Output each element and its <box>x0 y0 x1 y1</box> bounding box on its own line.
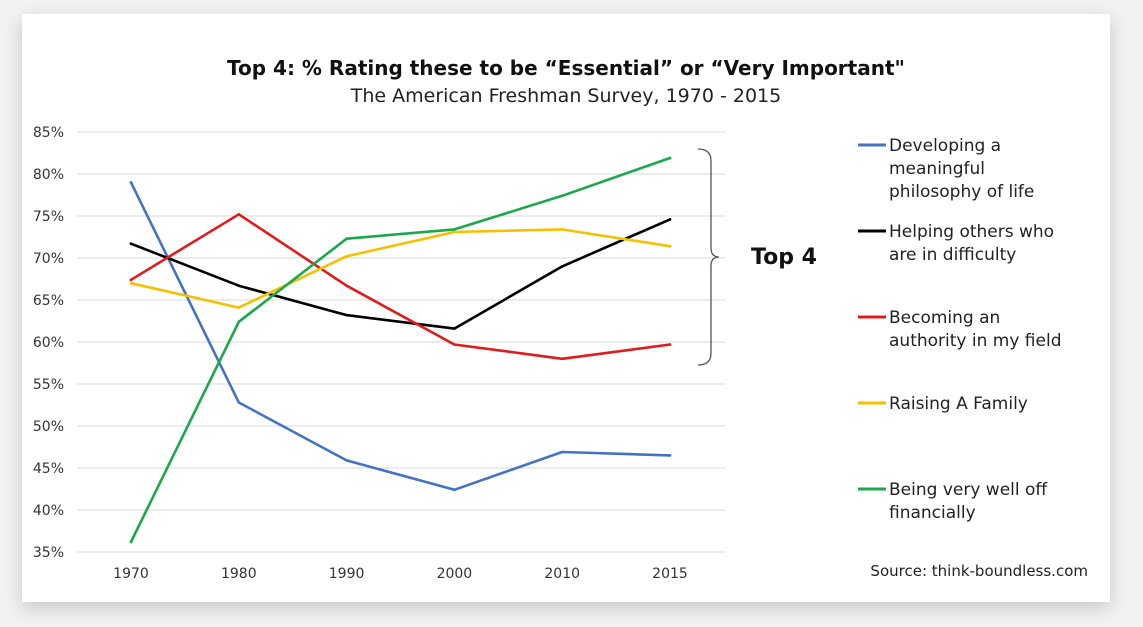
y-tick-label: 55% <box>33 377 64 393</box>
data-point <box>129 278 133 282</box>
legend-label: Being very well off <box>889 480 1048 500</box>
legend-label: financially <box>889 503 976 523</box>
data-point <box>668 244 672 248</box>
legend-item-3: Becoming an authority in my field <box>858 308 1061 351</box>
legend-item-2: Helping others who are in difficulty <box>858 222 1054 265</box>
legend-label: Helping others who <box>889 222 1054 242</box>
top4-brace <box>697 148 720 366</box>
data-point <box>129 181 133 184</box>
data-point <box>345 459 348 462</box>
legend-label: meaningful <box>889 159 985 179</box>
data-point <box>560 228 564 231</box>
chart-title: Top 4: % Rating these to be “Essential” … <box>227 56 905 80</box>
data-point <box>345 255 348 258</box>
data-point <box>237 320 241 324</box>
source-credit: Source: think-boundless.com <box>870 562 1088 580</box>
gridlines <box>77 131 725 553</box>
data-point <box>453 327 456 330</box>
data-point <box>237 284 241 288</box>
legend: Developing a meaningful philosophy of life… <box>858 136 1061 523</box>
y-tick-label: 65% <box>33 293 64 309</box>
data-point <box>345 284 348 288</box>
data-point <box>668 343 672 346</box>
data-point <box>453 228 456 231</box>
legend-label: Raising A Family <box>889 394 1028 414</box>
data-point <box>129 242 133 246</box>
y-tick-label: 85% <box>33 125 64 141</box>
data-point <box>560 450 564 454</box>
series-line-2 <box>129 218 672 330</box>
y-tick-label: 75% <box>33 209 64 225</box>
chart-subtitle: The American Freshman Survey, 1970 - 201… <box>350 85 781 107</box>
series-line-5 <box>129 156 672 544</box>
chart-card: Top 4: % Rating these to be “Essential” … <box>22 14 1110 602</box>
data-point <box>453 230 456 234</box>
y-axis-ticks: 85% 80% 75% 70% 65% 60% 55% 50% 45% 40% 35% <box>33 125 64 561</box>
data-point <box>560 265 564 268</box>
legend-item-1: Developing a meaningful philosophy of life <box>858 136 1034 202</box>
data-point <box>560 357 564 361</box>
series-line-4 <box>129 228 672 309</box>
legend-label: are in difficulty <box>889 245 1016 265</box>
series-line-1 <box>129 181 672 492</box>
y-tick-label: 35% <box>33 545 64 561</box>
y-tick-label: 45% <box>33 461 64 477</box>
data-point <box>668 218 672 221</box>
legend-item-5: Being very well off financially <box>858 480 1048 523</box>
series-lines <box>129 156 672 544</box>
y-tick-label: 70% <box>33 251 64 267</box>
y-tick-label: 60% <box>33 335 64 351</box>
x-tick-label: 2015 <box>652 566 688 582</box>
legend-item-4: Raising A Family <box>858 394 1028 414</box>
legend-label: Becoming an <box>889 308 1000 328</box>
legend-label: philosophy of life <box>889 182 1034 202</box>
data-point <box>668 156 672 160</box>
data-point <box>560 194 564 198</box>
data-point <box>345 237 348 240</box>
legend-label: authority in my field <box>889 331 1061 351</box>
legend-label: Developing a <box>889 136 1001 156</box>
x-tick-label: 1970 <box>113 566 149 582</box>
data-point <box>237 401 241 404</box>
data-point <box>668 454 672 457</box>
y-tick-label: 50% <box>33 419 64 435</box>
data-point <box>345 313 348 317</box>
data-point <box>237 306 241 309</box>
x-tick-label: 1990 <box>329 566 365 582</box>
data-point <box>453 343 456 346</box>
data-point <box>129 540 133 544</box>
y-tick-label: 80% <box>33 167 64 183</box>
data-point <box>129 281 133 285</box>
line-chart: Top 4: % Rating these to be “Essential” … <box>33 56 1088 582</box>
x-tick-label: 2000 <box>437 566 473 582</box>
data-point <box>237 213 241 216</box>
data-point <box>453 488 456 492</box>
series-line-3 <box>129 213 672 361</box>
top4-annotation: Top 4 <box>751 245 817 270</box>
x-axis-ticks: 1970 1980 1990 2000 2010 2015 <box>113 566 688 582</box>
x-tick-label: 1980 <box>221 566 257 582</box>
y-tick-label: 40% <box>33 503 64 519</box>
x-tick-label: 2010 <box>544 566 580 582</box>
